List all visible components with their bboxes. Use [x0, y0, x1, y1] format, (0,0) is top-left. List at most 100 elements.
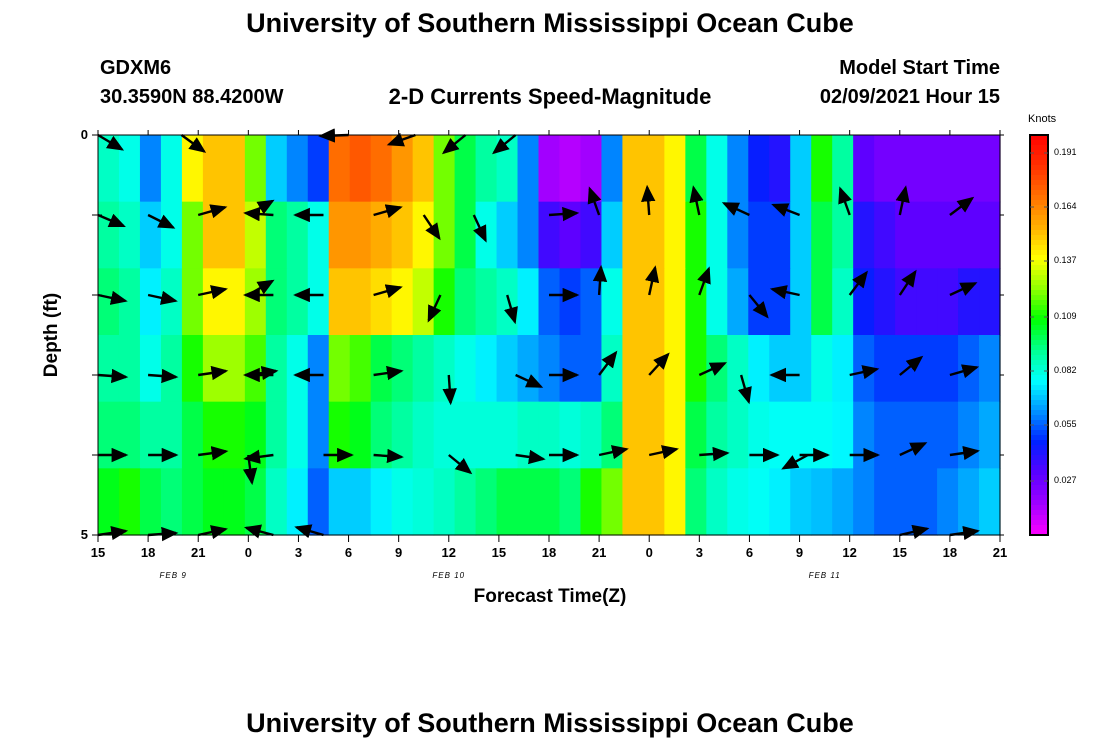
- heatmap-cell: [265, 135, 288, 203]
- colorbar-swatch: [1030, 290, 1048, 296]
- heatmap-cell: [937, 401, 959, 469]
- current-vector: [895, 185, 910, 216]
- x-tick-label: 6: [745, 545, 754, 560]
- colorbar-label: 0.027: [1054, 475, 1077, 485]
- heatmap-cell: [769, 135, 791, 203]
- heatmap-cell: [349, 201, 372, 269]
- heatmap-cell: [139, 268, 162, 336]
- heatmap-cell: [790, 135, 812, 203]
- heatmap-cell: [286, 335, 309, 403]
- heatmap-cell: [517, 135, 540, 203]
- heatmap-cell: [559, 268, 582, 336]
- heatmap-cell: [181, 468, 204, 536]
- heatmap-cell: [244, 268, 267, 336]
- heatmap-cell: [265, 201, 288, 269]
- heatmap-cell: [748, 401, 770, 469]
- current-vector: [97, 290, 128, 305]
- heatmap-cell: [307, 401, 330, 469]
- heatmap-cell: [937, 268, 959, 336]
- heatmap-cell: [958, 468, 980, 536]
- heatmap-cell: [475, 401, 498, 469]
- heatmap-cell: [412, 201, 435, 269]
- colorbar-title: Knots: [1028, 113, 1057, 125]
- heatmap-cell: [454, 468, 477, 536]
- current-vector: [318, 128, 349, 143]
- heatmap-cell: [979, 468, 1001, 536]
- heatmap-cell: [958, 135, 980, 203]
- current-vector: [689, 185, 704, 216]
- heatmap-cell: [832, 401, 854, 469]
- heatmap-cell: [118, 468, 141, 536]
- heatmap-cell: [265, 401, 288, 469]
- current-vector: [442, 374, 457, 406]
- current-vector: [949, 445, 980, 461]
- heatmap-cell: [685, 201, 707, 269]
- heatmap-cell: [895, 468, 917, 536]
- heatmap-cell: [160, 335, 183, 403]
- current-vector: [243, 449, 274, 464]
- heatmap-cell: [391, 268, 414, 336]
- heatmap-cell: [160, 268, 183, 336]
- heatmap-cell: [832, 201, 854, 269]
- heatmap-cell: [328, 201, 351, 269]
- heatmap-cell: [307, 135, 330, 203]
- heatmap-cell: [685, 335, 707, 403]
- current-vector: [515, 449, 546, 465]
- heatmap-cell: [937, 201, 959, 269]
- current-vector: [898, 269, 917, 296]
- current-vector: [548, 206, 580, 222]
- heatmap-cell: [517, 468, 540, 536]
- heatmap-cell: [370, 268, 393, 336]
- colorbar-swatch: [1030, 310, 1048, 316]
- current-vector: [899, 524, 930, 539]
- heatmap-cell: [433, 335, 456, 403]
- current-vector: [598, 445, 629, 460]
- heatmap-cell: [811, 201, 833, 269]
- heatmap-cell: [307, 468, 330, 536]
- current-vector: [598, 350, 618, 376]
- colorbar-swatch: [1030, 530, 1048, 536]
- colorbar-swatch: [1030, 255, 1048, 261]
- heatmap-cell: [706, 268, 728, 336]
- heatmap-cell: [832, 268, 854, 336]
- heatmap-cell: [307, 201, 330, 269]
- colorbar-swatch: [1030, 365, 1048, 371]
- heatmap-cell: [475, 268, 498, 336]
- heatmap-cell: [979, 335, 1001, 403]
- x-tick-label: 12: [441, 545, 456, 560]
- current-vector: [592, 264, 608, 296]
- heatmap-cell: [664, 335, 686, 403]
- colorbar-swatch: [1030, 260, 1048, 266]
- heatmap-cell: [496, 468, 519, 536]
- heatmap-cell: [916, 468, 938, 536]
- colorbar-frame: [1029, 134, 1049, 536]
- heatmap-cell: [496, 268, 519, 336]
- colorbar-swatch: [1030, 145, 1048, 151]
- colorbar-swatch: [1030, 190, 1048, 196]
- current-vector: [781, 453, 809, 470]
- colorbar-swatch: [1030, 505, 1048, 511]
- current-vector: [949, 282, 978, 297]
- heatmap-cell: [559, 401, 582, 469]
- heatmap-cell: [559, 135, 582, 203]
- heatmap-cell: [160, 201, 183, 269]
- heatmap-cell: [328, 468, 351, 536]
- heatmap-cell: [706, 201, 728, 269]
- x-tick-label: 9: [795, 545, 804, 560]
- x-tick-label: 15: [892, 545, 907, 560]
- current-vector: [197, 285, 228, 300]
- colorbar-swatch: [1030, 360, 1048, 366]
- colorbar-swatch: [1030, 395, 1048, 401]
- heatmap-cell: [181, 201, 204, 269]
- colorbar-swatch: [1030, 215, 1048, 221]
- current-vector: [197, 204, 228, 219]
- colorbar-swatch: [1030, 465, 1048, 471]
- current-vector: [448, 454, 473, 475]
- heatmap-cell: [601, 268, 624, 336]
- heatmap-cell: [664, 135, 686, 203]
- current-vector: [641, 184, 656, 216]
- date-label: FEB 11: [808, 571, 841, 580]
- colorbar-swatch: [1030, 155, 1048, 161]
- heatmap-cell: [370, 135, 393, 203]
